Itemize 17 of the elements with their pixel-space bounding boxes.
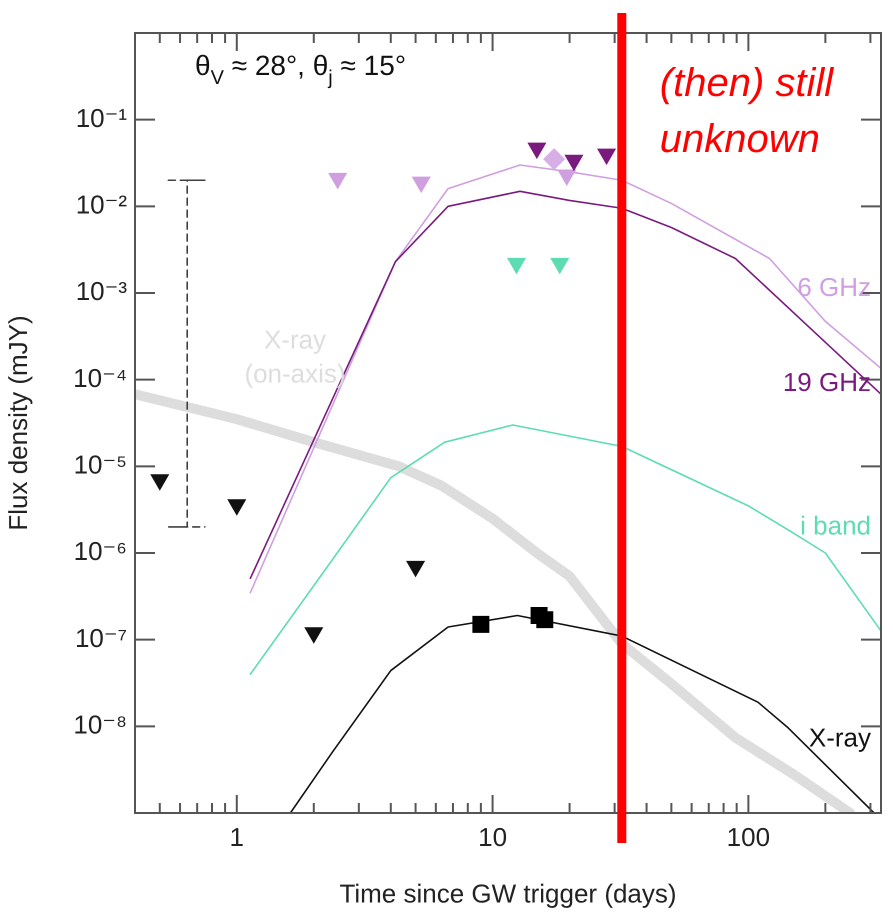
y-tick-label: 10⁻²: [76, 190, 128, 220]
y-tick-label: 10⁻³: [76, 276, 128, 306]
y-tick-label: 10⁻⁸: [73, 710, 127, 740]
series-label: X-ray: [808, 722, 871, 752]
ref-line-label: (then) still unknown: [660, 61, 834, 162]
y-tick-label: 10⁻⁷: [74, 622, 127, 653]
x-axis-title: Time since GW trigger (days): [339, 878, 677, 909]
x-tick-label: 10: [478, 822, 508, 852]
y-tick-label: 10⁻¹: [76, 102, 128, 133]
x-tick-label: 100: [726, 822, 770, 852]
y-tick-label: 10⁻⁴: [73, 362, 127, 393]
y-axis-title: Flux density (mJY): [2, 315, 33, 531]
series-label: i band: [800, 510, 871, 540]
y-tick-label: 10⁻⁶: [74, 536, 127, 566]
series-label: 19 GHz: [782, 366, 871, 397]
y-tick-label: 10⁻⁵: [74, 450, 127, 480]
x-tick-label: 1: [230, 822, 244, 852]
